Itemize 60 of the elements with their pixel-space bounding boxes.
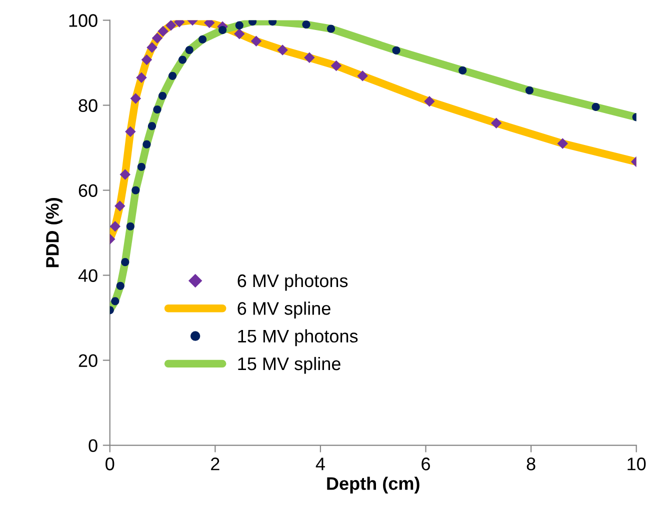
x-tick-label: 8 [526,458,536,470]
x-axis-title: Depth (cm) [327,476,420,494]
point [132,186,140,194]
legend-label: 15 MV photons [238,329,358,346]
point [525,86,534,94]
point [146,42,158,53]
point [125,126,136,137]
point [357,70,368,82]
y-tick-label: 0 [88,439,98,452]
legend-label: 6 MV spline [238,302,330,318]
y-tick-label: 40 [78,269,98,282]
point [120,169,131,180]
point [277,44,288,56]
point [178,56,187,64]
y-tick-label: 20 [78,354,98,367]
point [166,20,176,31]
point [557,138,568,149]
point [121,258,130,266]
x-tick-label: 0 [106,458,114,470]
x-tick-label: 2 [211,458,220,470]
point [130,93,142,104]
x-tick-label: 10 [628,458,646,470]
point [234,28,245,40]
point [111,297,120,306]
point [304,52,315,64]
point [136,72,147,83]
point [326,24,336,33]
point [392,46,400,54]
point [153,105,162,114]
point [110,221,121,232]
point [218,26,227,34]
legend-label: 15 MV spline [238,356,340,374]
point [158,92,167,100]
x-tick-label: 4 [316,458,325,470]
point [142,140,151,148]
point [235,21,244,30]
y-tick-label: 60 [78,184,98,197]
point [158,26,168,37]
point [330,60,342,72]
point [250,36,262,46]
legend-label: 6 MV photons [238,274,348,291]
point [126,222,134,230]
point [114,200,126,212]
point [137,162,146,171]
point [152,32,163,44]
point [168,72,177,80]
point [198,35,207,44]
y-tick-label: 100 [69,14,98,27]
point [302,20,310,29]
point [424,96,435,107]
point [116,282,124,290]
point [458,66,467,74]
point [141,54,152,66]
point [185,46,194,54]
y-tick-label: 80 [78,99,98,112]
x-tick-label: 6 [422,458,430,470]
point [148,122,156,130]
y-axis-title: PDD (%) [46,198,62,268]
point [490,118,502,128]
point [592,102,600,111]
